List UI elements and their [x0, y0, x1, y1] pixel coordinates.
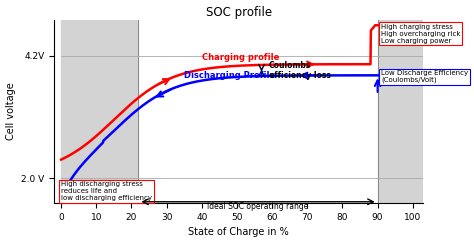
Text: Ideal SOC operating range: Ideal SOC operating range: [207, 202, 309, 211]
Bar: [378, 20, 423, 203]
Text: High charging stress
High overcharging rick
Low charging power: High charging stress High overcharging r…: [381, 24, 461, 43]
Text: Discharging Profile: Discharging Profile: [184, 71, 275, 80]
Bar: [61, 20, 138, 203]
X-axis label: State of Charge in %: State of Charge in %: [188, 227, 289, 237]
Text: Low Discharge Efficiency
(Coulombs/Volt): Low Discharge Efficiency (Coulombs/Volt): [381, 70, 468, 83]
Y-axis label: Cell voltage: Cell voltage: [6, 83, 16, 140]
Text: Coulombs
efficiency loss: Coulombs efficiency loss: [269, 61, 330, 80]
Title: SOC profile: SOC profile: [206, 6, 272, 18]
Text: High discharging stress
reduces life and
low discharging efficiency: High discharging stress reduces life and…: [61, 182, 152, 201]
Text: Charging profile: Charging profile: [202, 53, 279, 62]
